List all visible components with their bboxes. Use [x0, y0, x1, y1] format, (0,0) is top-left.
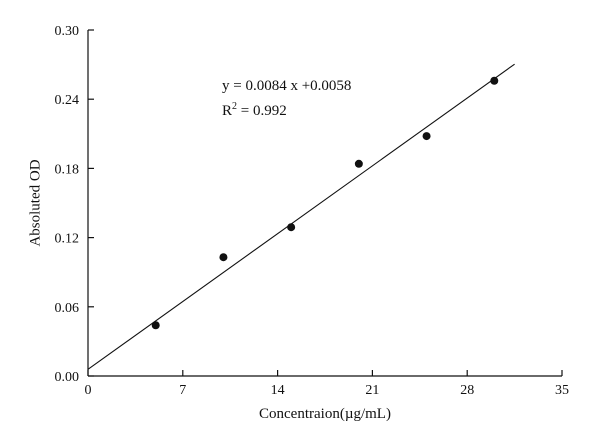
data-point	[151, 321, 160, 330]
y-tick-label: 0.30	[55, 24, 80, 39]
x-tick-label: 0	[85, 383, 92, 398]
fit-line	[87, 63, 515, 370]
x-tick-label: 7	[179, 383, 186, 398]
y-tick-label: 0.18	[55, 162, 80, 177]
data-point	[354, 159, 363, 168]
x-tick-label: 28	[460, 383, 474, 398]
data-point	[219, 253, 228, 262]
x-tick-label: 21	[365, 383, 379, 398]
regression-equation: y = 0.0084 x +0.0058	[222, 78, 352, 94]
r-squared-base: R	[222, 103, 233, 119]
r-squared-label: R2 = 0.992	[222, 97, 287, 121]
y-axis-label: Absoluted OD	[27, 159, 44, 247]
y-tick-label: 0.12	[55, 232, 80, 247]
r-squared-rest: = 0.992	[237, 103, 287, 119]
y-tick-label: 0.24	[55, 93, 80, 108]
y-tick-label: 0.00	[55, 370, 80, 385]
x-axis-label: Concentraion(µg/mL)	[259, 406, 391, 422]
data-point	[422, 132, 431, 141]
data-point	[287, 223, 296, 232]
r-squared-sup: 2	[232, 101, 238, 112]
x-tick-label: 35	[555, 383, 569, 398]
x-tick-label: 14	[271, 383, 285, 398]
y-tick-label: 0.06	[55, 301, 80, 316]
data-point	[490, 76, 499, 85]
